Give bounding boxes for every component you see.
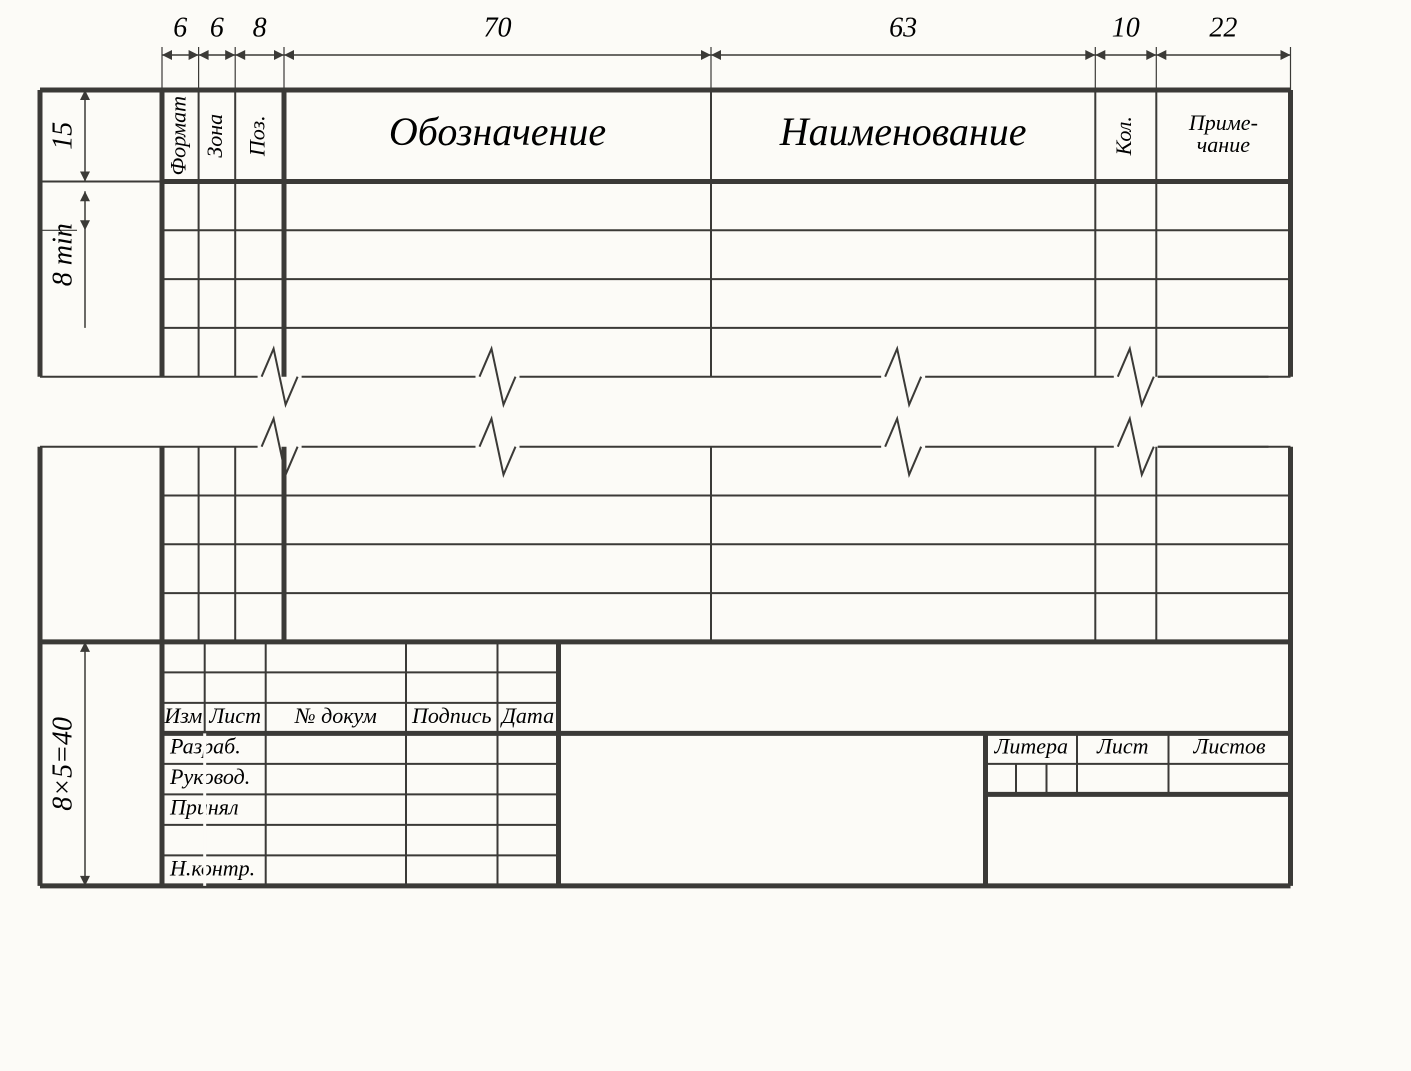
dim-left-stamp: 8×5=40 <box>47 717 78 811</box>
dim-top-1: 6 <box>210 12 224 43</box>
header-pos: Поз. <box>245 115 270 157</box>
stamp-right-1: Лист <box>1096 734 1149 759</box>
stamp-col-2: № докум <box>294 703 377 728</box>
stamp-col-4: Дата <box>500 703 554 728</box>
dim-top-2: 8 <box>253 12 267 43</box>
stamp-dimension: 8×5=40 <box>40 642 90 886</box>
break-marks <box>40 349 1291 475</box>
stamp-right-0: Литера <box>993 734 1068 759</box>
stamp-col-0: Изм <box>163 703 202 728</box>
title-block: ИзмЛист№ докумПодписьДатаРазраб.Руковод.… <box>162 642 1291 886</box>
header-format: Формат <box>165 96 190 176</box>
stamp-role-4: Н.контр. <box>169 856 255 881</box>
dim-left-8min: 8 min <box>47 223 78 286</box>
header-designation: Обозначение <box>389 109 606 154</box>
stamp-col-3: Подпись <box>411 703 492 728</box>
header-zone: Зона <box>202 114 227 158</box>
stamp-role-1: Руковод. <box>169 764 250 789</box>
top-dimensions: 66870631022 <box>162 12 1291 90</box>
dim-top-0: 6 <box>173 12 187 43</box>
header-qty: Кол. <box>1111 116 1136 156</box>
header-name: Наименование <box>779 109 1027 154</box>
left-dimensions: 15 8 min <box>40 90 90 328</box>
stamp-right-2: Листов <box>1192 734 1266 759</box>
columns-lower <box>40 447 1291 642</box>
dim-left-15: 15 <box>47 122 78 150</box>
header-note: Приме-чание <box>1188 110 1258 157</box>
dim-top-6: 22 <box>1209 12 1237 43</box>
dim-top-4: 63 <box>889 12 917 43</box>
stamp-col-1: Лист <box>208 703 261 728</box>
dim-top-3: 70 <box>484 12 512 43</box>
dim-top-5: 10 <box>1112 12 1140 43</box>
columns-upper <box>40 90 1291 377</box>
